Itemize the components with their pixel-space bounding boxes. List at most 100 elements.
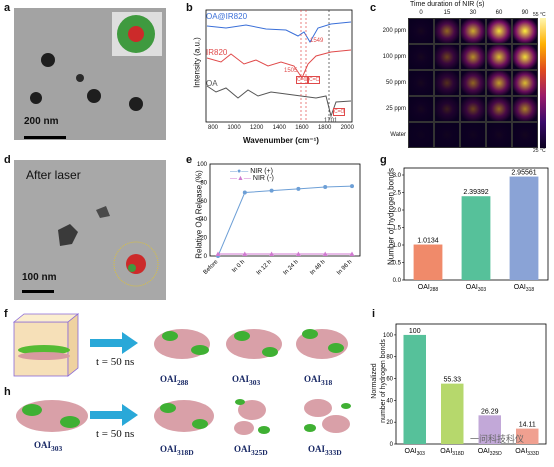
peak-1549: 1549 bbox=[310, 38, 324, 44]
bar bbox=[461, 196, 491, 280]
series-line-nir-plus bbox=[217, 185, 353, 257]
panel-g-label: g bbox=[380, 154, 387, 166]
label-oai303-h: OAI303 bbox=[34, 440, 62, 453]
release-xtick: In 0 h bbox=[231, 259, 246, 274]
category-main: OAI bbox=[515, 448, 527, 455]
bar bbox=[509, 176, 539, 280]
release-frame bbox=[209, 163, 361, 257]
bar bbox=[441, 383, 464, 444]
release-xtick: In 12 h bbox=[256, 259, 273, 276]
thermal-row: 100 ppm bbox=[382, 54, 406, 60]
thermal-cell bbox=[486, 122, 512, 148]
arrow-h bbox=[90, 404, 138, 426]
panel-a-label: a bbox=[4, 2, 11, 14]
time-h: t = 50 ns bbox=[96, 428, 135, 440]
label-oai303: OAI303 bbox=[232, 374, 260, 387]
category-main: OAI bbox=[418, 284, 430, 291]
category-main: OAI bbox=[440, 448, 452, 455]
ftir-xtick: 1800 bbox=[317, 125, 332, 131]
tem-image-d: After laser 100 nm bbox=[14, 160, 166, 300]
label-sub: 303 bbox=[249, 377, 261, 387]
label-main: OAI bbox=[232, 374, 250, 384]
release-xtick: In 48 h bbox=[309, 259, 326, 276]
label-oai318d: OAI318D bbox=[160, 444, 194, 457]
thermal-cell bbox=[486, 44, 512, 70]
panel-c-label: c bbox=[370, 2, 377, 14]
watermark: 一问科技科仪 bbox=[470, 434, 525, 444]
release-xtick: In 96 h bbox=[336, 259, 353, 276]
thermal-cell bbox=[460, 96, 486, 122]
ftir-ylabel: Intensity (a.u.) bbox=[192, 37, 202, 88]
point-nir-minus bbox=[269, 251, 275, 256]
bar bbox=[403, 334, 426, 444]
i-ylabel: Normalized number of hydrogen bonds bbox=[370, 326, 388, 436]
legend-oa-ir820: OA@IR820 bbox=[206, 12, 248, 21]
bar-ytick: 0.0 bbox=[393, 278, 402, 284]
thermal-cell bbox=[408, 44, 434, 70]
thermal-cell bbox=[460, 18, 486, 44]
thermal-col-headers: 0 15 30 60 90 bbox=[408, 10, 538, 16]
bar-category-label: OAI288 bbox=[418, 284, 439, 293]
label-main: OAI bbox=[160, 374, 178, 384]
thermal-cell bbox=[512, 96, 538, 122]
release-ylabel: Relative OA Release (%) bbox=[194, 170, 204, 259]
thermal-cell bbox=[434, 70, 460, 96]
bar-value-label: 2.95561 bbox=[511, 170, 536, 177]
label-sub: 288 bbox=[177, 377, 189, 387]
thermal-grid bbox=[408, 18, 538, 148]
thermal-cell bbox=[486, 96, 512, 122]
thermal-col: 15 bbox=[443, 10, 451, 16]
point-nir-plus bbox=[350, 184, 354, 189]
thermal-cell bbox=[512, 18, 538, 44]
label-oai288: OAI288 bbox=[160, 374, 188, 387]
md-start-h bbox=[12, 392, 92, 438]
bar bbox=[516, 428, 539, 444]
bar-ytick: 100 bbox=[383, 333, 394, 339]
point-nir-minus bbox=[242, 251, 248, 256]
release-ytick: 40 bbox=[200, 217, 207, 223]
thermal-cell bbox=[512, 44, 538, 70]
md-cluster-start bbox=[16, 400, 88, 432]
category-sub: 318D bbox=[452, 451, 464, 457]
category-main: OAI bbox=[478, 448, 490, 455]
category-sub: 288 bbox=[430, 287, 439, 293]
bar-value-label: 100 bbox=[409, 328, 421, 335]
thermal-cell bbox=[512, 70, 538, 96]
point-nir-plus bbox=[242, 190, 247, 195]
category-sub: 303 bbox=[478, 287, 487, 293]
bar-category-label: OAI333D bbox=[515, 448, 539, 457]
category-main: OAI bbox=[466, 284, 478, 291]
thermal-cell bbox=[408, 122, 434, 148]
release-ytick: 80 bbox=[200, 180, 207, 186]
thermal-cell bbox=[408, 70, 434, 96]
bar-category-label: OAI318D bbox=[440, 448, 464, 457]
release-xtick: Before bbox=[203, 259, 220, 276]
hbond-chart-g: 0.0 0.5 1.0 1.5 2.0 2.5 3.0 1.0134 OAI288 2.39392… bbox=[380, 160, 552, 300]
legend-label: NIR (-) bbox=[252, 175, 274, 182]
label-oai318: OAI318 bbox=[304, 374, 332, 387]
label-sub: 303 bbox=[51, 443, 63, 453]
thermal-colorbar bbox=[540, 18, 546, 148]
thermal-cell bbox=[460, 70, 486, 96]
hbond-plot-svg-g: 0.00.51.01.52.02.53.01.0134OAI2882.39392… bbox=[393, 167, 549, 293]
arrow-f bbox=[90, 332, 138, 354]
bar-ytick: 1.5 bbox=[393, 226, 402, 232]
label-sub: 318 bbox=[321, 377, 333, 387]
md-clusters-f bbox=[154, 329, 348, 359]
ftir-xtick: 2000 bbox=[340, 125, 354, 131]
label-oai333d: OAI333D bbox=[308, 444, 342, 457]
point-nir-minus bbox=[295, 251, 301, 256]
bar-value-label: 14.11 bbox=[519, 422, 536, 429]
peak-1701: 1701 bbox=[324, 118, 338, 124]
bar-value-label: 2.39392 bbox=[463, 189, 488, 196]
scale-bar-d: 100 nm bbox=[22, 272, 57, 283]
label-main: OAI bbox=[308, 444, 326, 454]
bar-ytick: 2.5 bbox=[393, 191, 402, 197]
bond-cc-1: C=C bbox=[296, 76, 309, 84]
md-clusters-h bbox=[154, 399, 351, 435]
ftir-xtick: 800 bbox=[208, 125, 219, 131]
panel-b-label: b bbox=[186, 2, 193, 14]
category-sub: 303 bbox=[417, 451, 426, 457]
panel-i-label: i bbox=[372, 308, 376, 320]
thermal-cell bbox=[434, 44, 460, 70]
